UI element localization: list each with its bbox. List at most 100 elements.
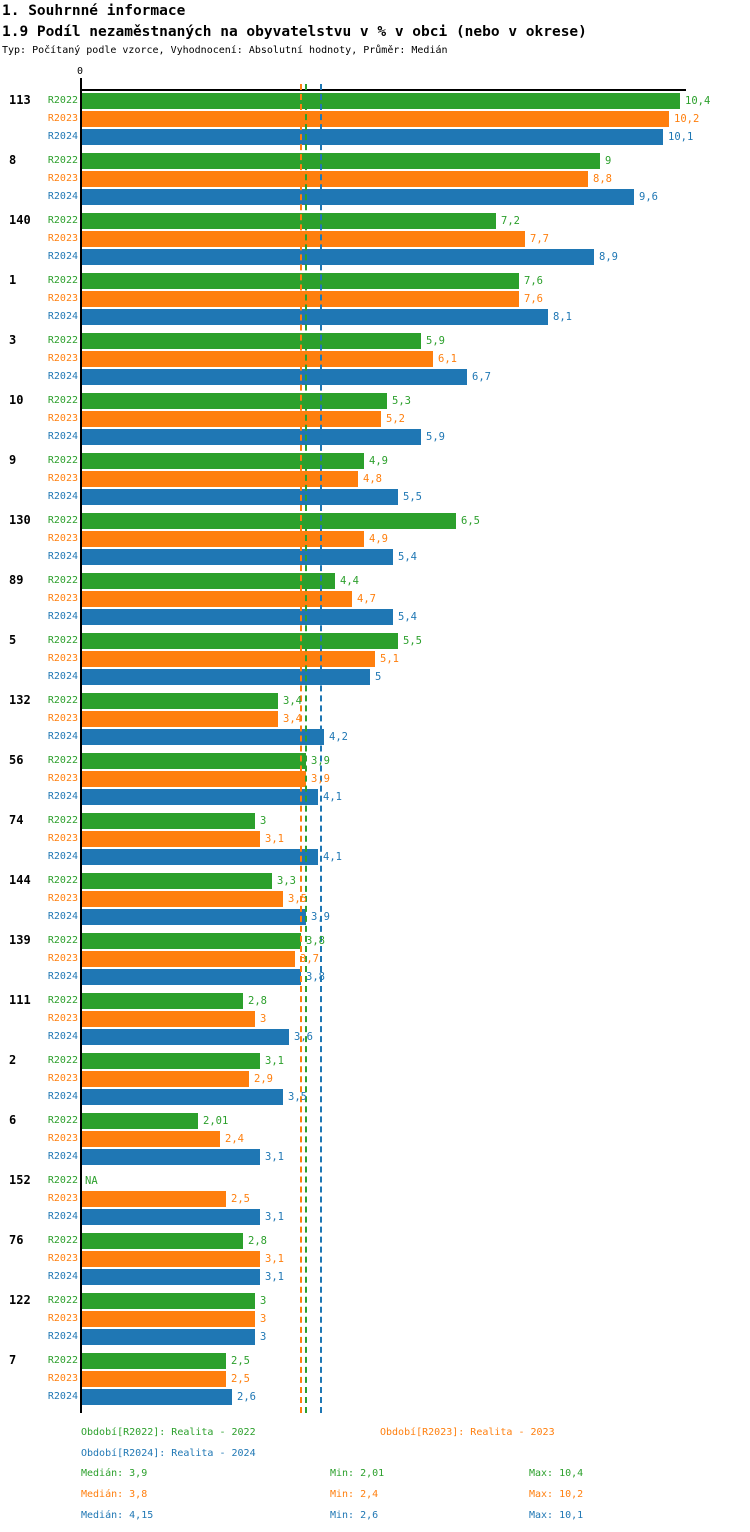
median-line-r2023	[300, 84, 302, 1413]
series-row-label: R2023	[47, 1133, 78, 1144]
bar-value-label: 5,4	[398, 551, 417, 563]
series-row-label: R2024	[47, 971, 78, 982]
bar-value-label: 10,2	[674, 113, 700, 125]
chart-bar	[82, 729, 324, 745]
chart-bar	[82, 333, 421, 349]
bar-value-label: 5,3	[392, 395, 411, 407]
series-row-label: R2022	[47, 155, 78, 166]
bar-value-label: 2,8	[248, 1235, 267, 1247]
series-row-label: R2024	[47, 431, 78, 442]
series-row-label: R2023	[47, 1193, 78, 1204]
series-row-label: R2022	[47, 215, 78, 226]
bar-value-label: 3	[260, 1295, 267, 1307]
series-row-label: R2024	[47, 191, 78, 202]
stat-max-r2024: Max: 10,1	[529, 1510, 584, 1521]
chart-bar	[82, 573, 335, 589]
series-row-label: R2023	[47, 533, 78, 544]
group-label: 139	[9, 933, 31, 947]
series-row-label: R2023	[47, 173, 78, 184]
stat-min-r2023: Min: 2,4	[330, 1489, 379, 1500]
bar-value-label: 4,9	[369, 533, 388, 545]
chart-bar	[82, 1311, 255, 1327]
series-row-label: R2022	[47, 1175, 78, 1186]
bar-value-label: 2,6	[237, 1391, 256, 1403]
series-row-label: R2022	[47, 575, 78, 586]
bar-value-label: 9,6	[639, 191, 658, 203]
group-label: 7	[9, 1353, 17, 1367]
bar-value-label: 7,6	[524, 293, 543, 305]
group-label: 74	[9, 813, 24, 827]
bar-value-label: 3,9	[311, 773, 330, 785]
series-row-label: R2024	[47, 731, 78, 742]
group-label: 89	[9, 573, 24, 587]
series-row-label: R2022	[47, 815, 78, 826]
series-row-label: R2023	[47, 953, 78, 964]
series-row-label: R2022	[47, 635, 78, 646]
bar-value-label: 4,1	[323, 791, 342, 803]
chart-bar	[82, 393, 387, 409]
series-row-label: R2024	[47, 791, 78, 802]
series-row-label: R2024	[47, 311, 78, 322]
chart-bar	[82, 1011, 255, 1027]
bar-value-label: 9	[605, 155, 612, 167]
group-label: 152	[9, 1173, 31, 1187]
series-row-label: R2022	[47, 1355, 78, 1366]
bar-value-label: 10,1	[668, 131, 694, 143]
chart-bar	[82, 129, 663, 145]
bar-value-label: 6,5	[461, 515, 480, 527]
bar-value-label: 5,4	[398, 611, 417, 623]
series-row-label: R2022	[47, 935, 78, 946]
bar-value-label: 3,4	[283, 713, 302, 725]
series-row-label: R2024	[47, 131, 78, 142]
group-label: 144	[9, 873, 31, 887]
chart-bar	[82, 1113, 198, 1129]
bar-value-label: 2,8	[248, 995, 267, 1007]
chart-bar	[82, 693, 278, 709]
series-row-label: R2022	[47, 455, 78, 466]
stat-max-r2023: Max: 10,2	[529, 1489, 584, 1500]
group-label: 9	[9, 453, 17, 467]
chart-bar	[82, 669, 370, 685]
chart-bar	[82, 1191, 226, 1207]
series-row-label: R2024	[47, 1091, 78, 1102]
bar-value-label: 3,8	[306, 935, 325, 947]
bar-value-label: 3,1	[265, 1151, 284, 1163]
chart-bar	[82, 969, 301, 985]
series-row-label: R2024	[47, 671, 78, 682]
series-row-label: R2024	[47, 611, 78, 622]
group-label: 2	[9, 1053, 17, 1067]
bar-value-label: 3,8	[306, 971, 325, 983]
series-row-label: R2023	[47, 233, 78, 244]
series-row-label: R2023	[47, 1373, 78, 1384]
chart-bar	[82, 813, 255, 829]
bar-value-label: 4,2	[329, 731, 348, 743]
series-row-label: R2023	[47, 293, 78, 304]
chart-bar	[82, 1251, 260, 1267]
series-row-label: R2022	[47, 395, 78, 406]
chart-bar	[82, 411, 381, 427]
bar-value-label: 3,3	[277, 875, 296, 887]
chart-bar	[82, 891, 283, 907]
bar-value-label: 2,4	[225, 1133, 244, 1145]
bar-value-label: 5,1	[380, 653, 399, 665]
bar-value-label: 10,4	[685, 95, 711, 107]
group-label: 8	[9, 153, 17, 167]
chart-bar	[82, 171, 588, 187]
chart-bar	[82, 249, 594, 265]
series-row-label: R2024	[47, 1031, 78, 1042]
bar-value-label: 8,9	[599, 251, 618, 263]
page-title: 1. Souhrnné informace	[2, 3, 186, 19]
legend-item-r2022: Období[R2022]: Realita - 2022	[81, 1427, 256, 1438]
bar-value-label: 2,01	[203, 1115, 229, 1127]
chart-bar	[82, 951, 295, 967]
series-row-label: R2023	[47, 713, 78, 724]
series-row-label: R2024	[47, 911, 78, 922]
series-row-label: R2024	[47, 1331, 78, 1342]
chart-bar	[82, 111, 669, 127]
chart-bar	[82, 1389, 232, 1405]
stat-max-r2022: Max: 10,4	[529, 1468, 584, 1479]
group-label: 56	[9, 753, 24, 767]
series-row-label: R2022	[47, 1115, 78, 1126]
chart-bar	[82, 651, 375, 667]
